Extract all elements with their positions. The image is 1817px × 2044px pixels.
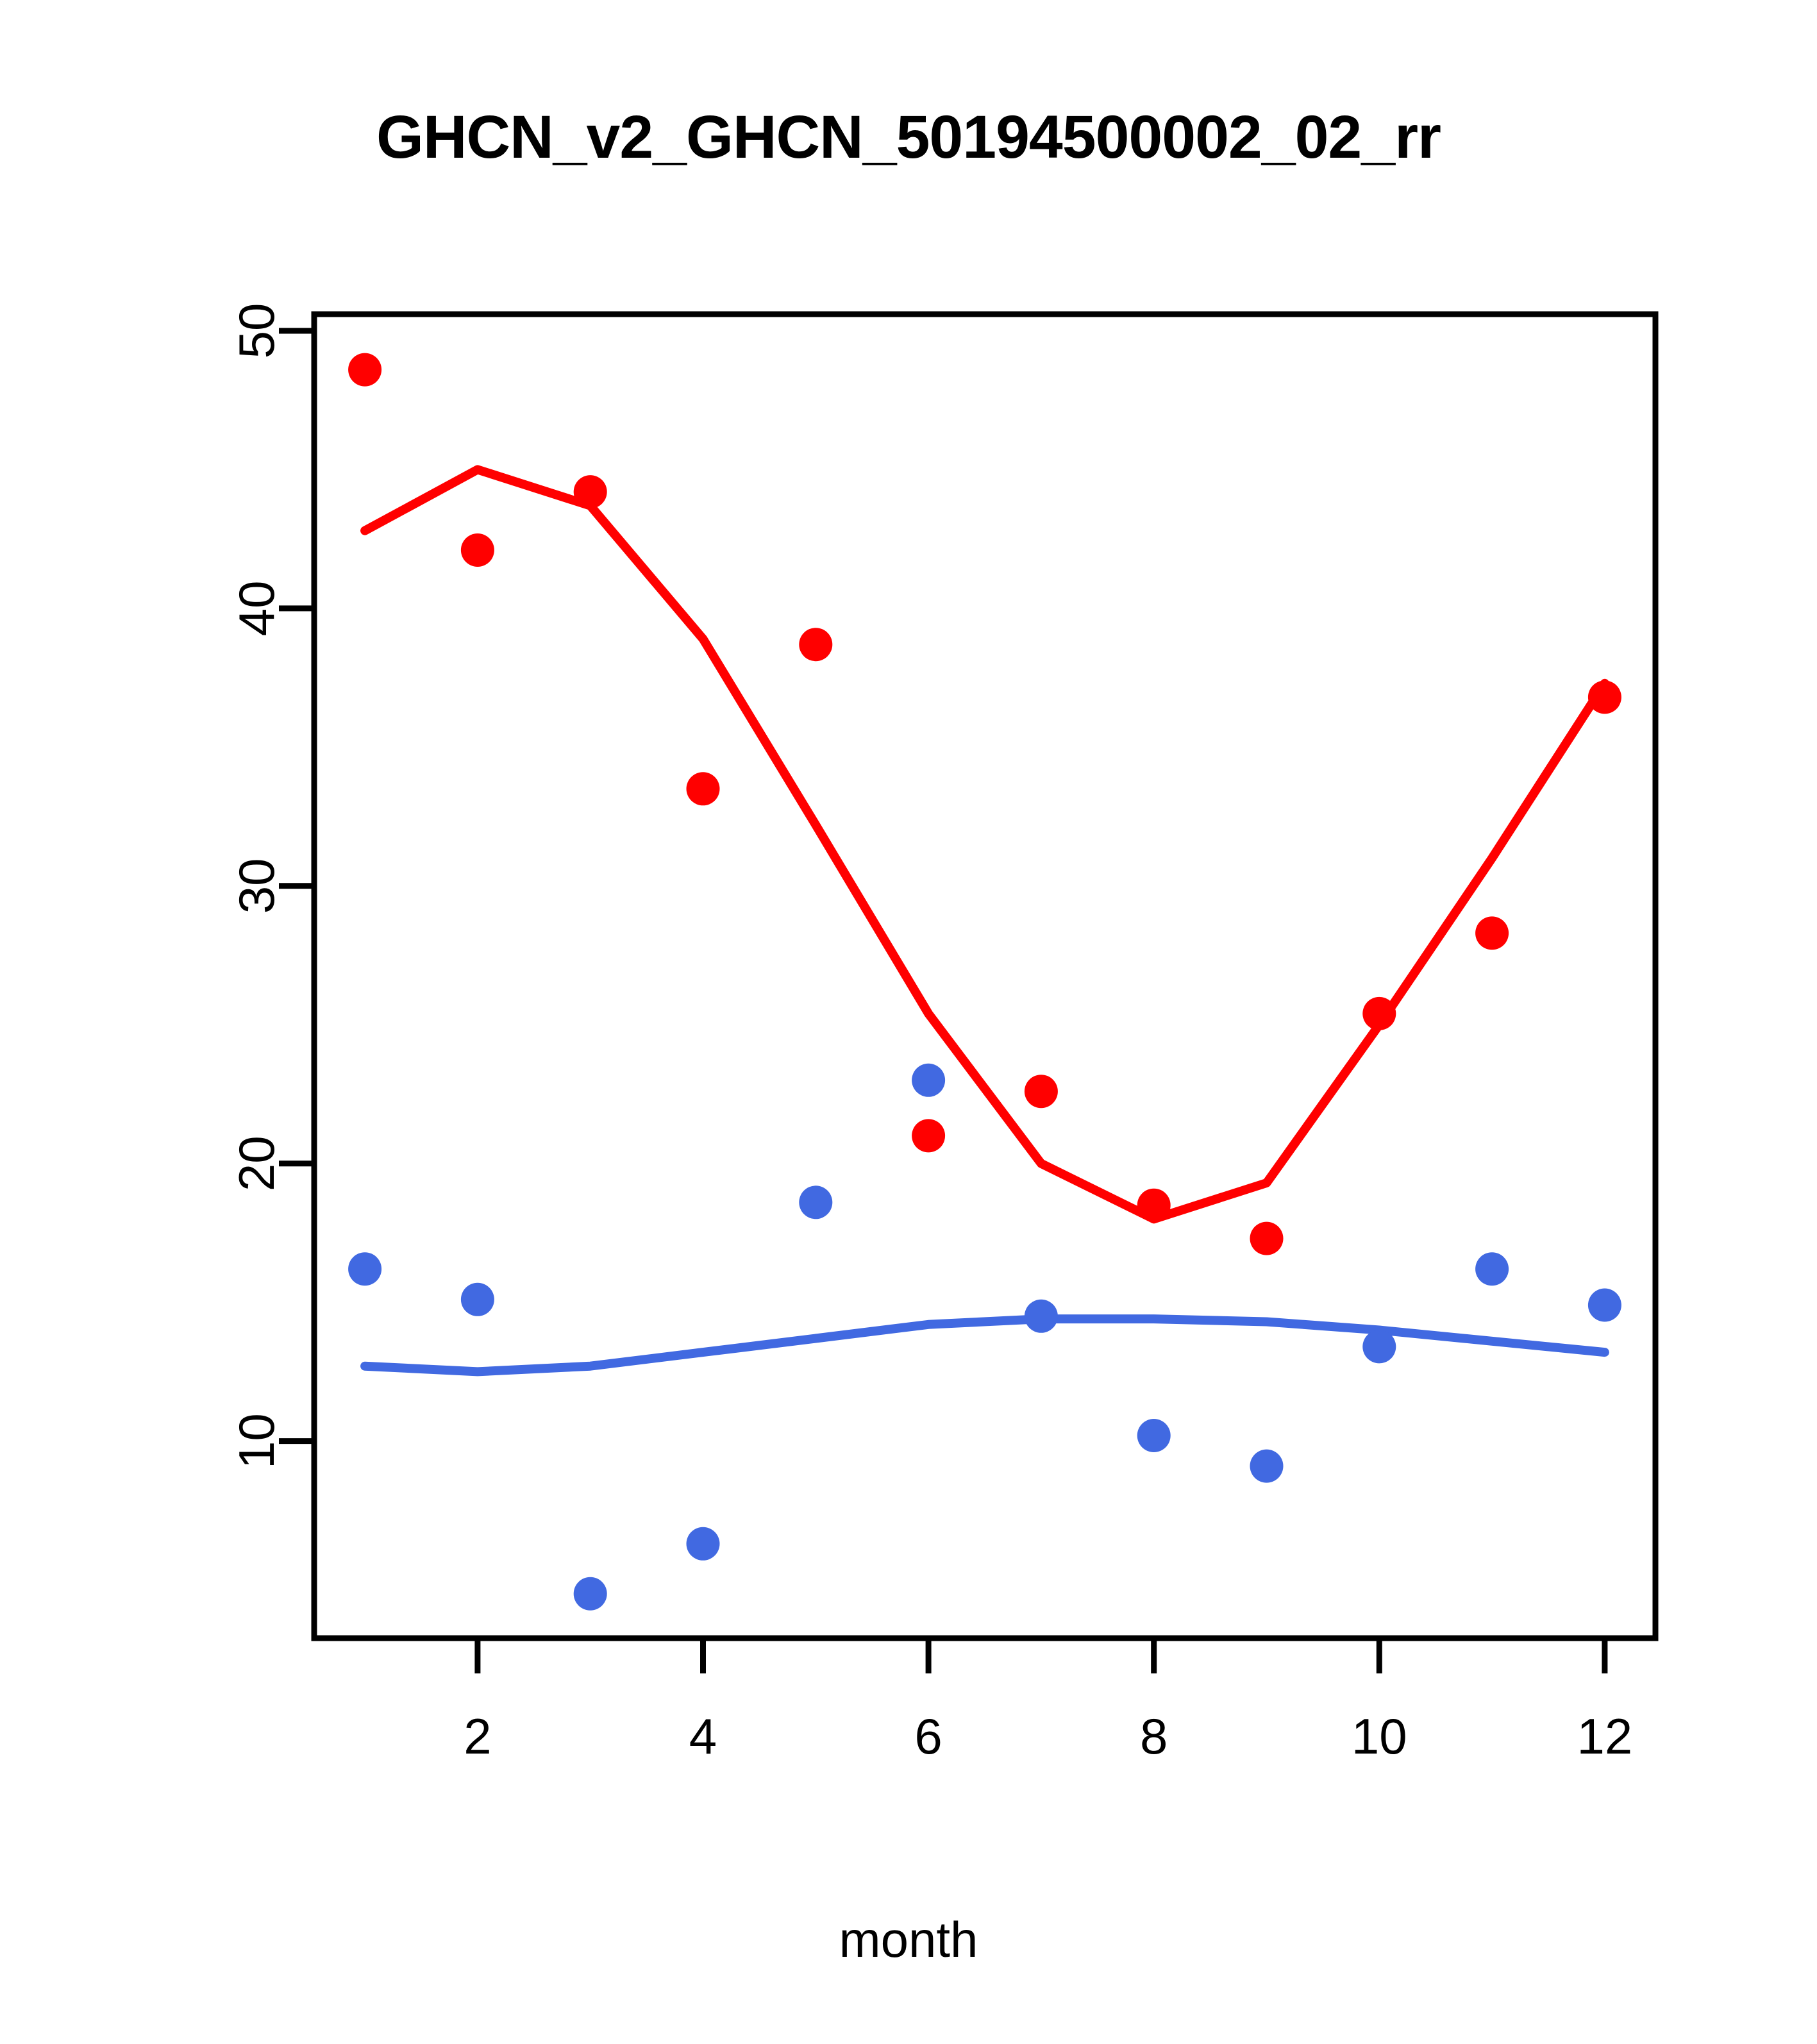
x-tick-label: 2: [464, 1708, 491, 1764]
plot-frame: [311, 311, 1659, 1641]
series-points: [348, 353, 1621, 1611]
data-point-blue-points: [1587, 1288, 1621, 1322]
data-point-blue-points: [1024, 1299, 1058, 1333]
series-line-blue-smooth: [360, 1314, 1609, 1377]
data-point-red-points: [912, 1119, 946, 1153]
x-tick-label: 10: [1352, 1708, 1407, 1764]
x-tick-label: 8: [1140, 1708, 1168, 1764]
x-axis-ticks: [474, 1638, 1608, 1673]
x-tick-label: 6: [914, 1708, 942, 1764]
data-point-red-points: [1587, 680, 1621, 714]
data-point-red-points: [348, 353, 382, 387]
data-point-blue-points: [686, 1527, 720, 1561]
data-point-blue-points: [799, 1185, 833, 1219]
x-tick-label: 12: [1577, 1708, 1633, 1764]
y-axis-tick-labels: 10 20 30 40 50: [228, 303, 285, 1469]
y-tick-label: 10: [228, 1413, 285, 1469]
y-tick-label: 20: [228, 1135, 285, 1191]
y-tick-label: 50: [228, 303, 285, 359]
series-line-red-smooth: [360, 465, 1609, 1224]
data-point-blue-points: [1362, 1330, 1396, 1364]
data-point-blue-points: [1250, 1449, 1284, 1483]
data-point-red-points: [686, 772, 720, 806]
plot-border: [311, 311, 1659, 1641]
series-lines: [360, 465, 1609, 1377]
data-point-red-points: [1137, 1188, 1171, 1222]
data-point-red-points: [1362, 996, 1396, 1030]
data-point-red-points: [573, 475, 607, 509]
data-point-blue-points: [1475, 1252, 1509, 1286]
data-point-blue-points: [1137, 1419, 1171, 1452]
y-axis-ticks: [279, 328, 314, 1445]
y-tick-label: 30: [228, 858, 285, 914]
data-point-blue-points: [348, 1252, 382, 1286]
page-title: GHCN_v2_GHCN_50194500002_02_rr: [376, 103, 1441, 171]
data-point-red-points: [799, 628, 833, 662]
data-point-blue-points: [460, 1282, 494, 1316]
data-point-blue-points: [912, 1063, 946, 1097]
x-axis-label: month: [839, 1911, 978, 1968]
data-point-blue-points: [573, 1577, 607, 1611]
data-point-red-points: [1024, 1075, 1058, 1109]
data-point-red-points: [460, 533, 494, 567]
y-tick-label: 40: [228, 581, 285, 637]
x-axis-tick-labels: 2 4 6 8 10 12: [464, 1708, 1632, 1764]
x-tick-label: 4: [689, 1708, 717, 1764]
data-point-red-points: [1250, 1221, 1284, 1255]
data-point-red-points: [1475, 916, 1509, 950]
